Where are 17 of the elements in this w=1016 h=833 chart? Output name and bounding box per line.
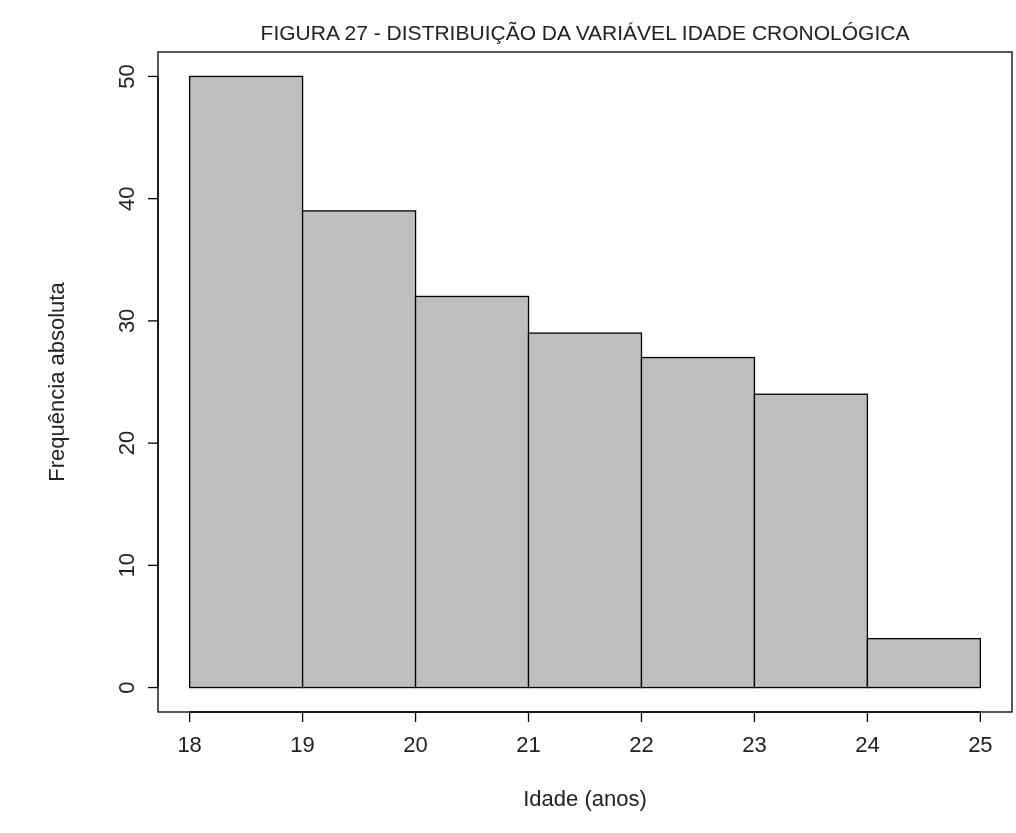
y-tick-label: 10 xyxy=(114,553,139,578)
x-tick-label: 25 xyxy=(968,732,993,757)
x-tick-label: 23 xyxy=(742,732,767,757)
y-tick-label: 40 xyxy=(114,186,139,211)
y-tick-label: 30 xyxy=(114,308,139,334)
x-axis-title: Idade (anos) xyxy=(523,786,647,811)
x-tick-label: 24 xyxy=(855,732,880,757)
y-tick-label: 50 xyxy=(114,64,139,89)
y-axis-title: Frequência absoluta xyxy=(44,281,69,482)
y-tick-label: 20 xyxy=(114,430,139,456)
x-tick-label: 22 xyxy=(629,732,654,757)
y-tick-label: 0 xyxy=(114,681,139,694)
x-tick-label: 18 xyxy=(177,732,202,757)
x-tick-label: 21 xyxy=(516,732,541,757)
x-tick-label: 20 xyxy=(403,732,428,757)
x-tick-label: 19 xyxy=(290,732,315,757)
chart-title: FIGURA 27 - DISTRIBUIÇÃO DA VARIÁVEL IDADE CRONOLÓGICA xyxy=(260,21,910,44)
